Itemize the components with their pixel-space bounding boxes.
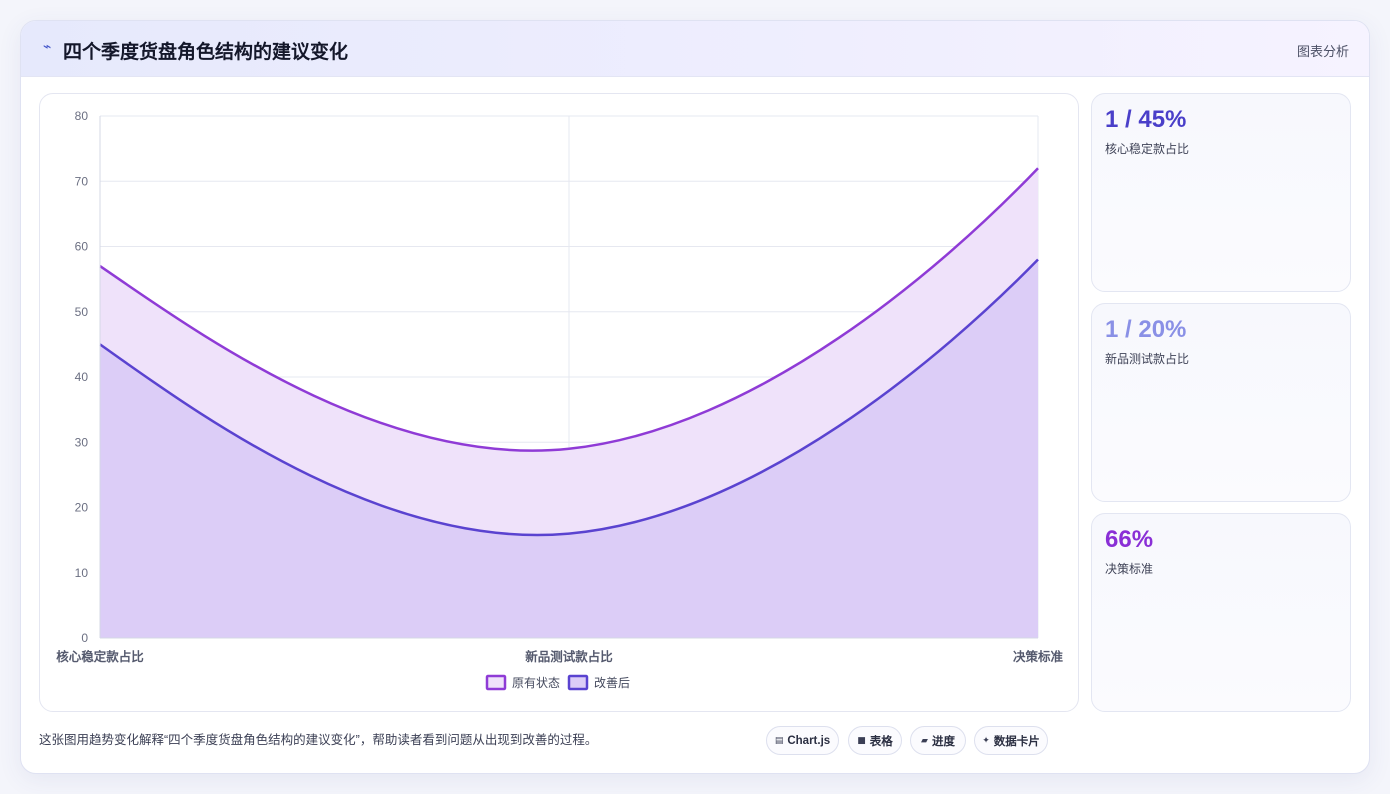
chip-chartjs[interactable]: ▤ Chart.js	[766, 726, 839, 755]
chart-description: 这张图用趋势变化解释“四个季度货盘角色结构的建议变化”，帮助读者看到问题从出现到…	[39, 733, 598, 747]
y-tick-label: 40	[75, 370, 89, 384]
y-tick-label: 70	[75, 174, 89, 188]
chart-analysis-tag: 图表分析	[1296, 44, 1349, 59]
chart-icon: ▤	[774, 735, 784, 746]
table-icon: ■	[857, 735, 866, 746]
chip-label: Chart.js	[787, 734, 831, 747]
x-tick-label: 新品测试款占比	[525, 649, 613, 664]
y-tick-label: 20	[75, 501, 89, 515]
stat-card-decision: 66% 决策标准	[1091, 513, 1351, 712]
chip-label: 进度	[931, 735, 955, 748]
stat-value: 1 / 20%	[1105, 316, 1187, 343]
panel-header: ⌁ 四个季度货盘角色结构的建议变化 图表分析	[21, 21, 1369, 77]
y-tick-label: 10	[75, 566, 89, 580]
stat-card-core-stable: 1 / 45% 核心稳定款占比	[1091, 93, 1351, 292]
stat-label: 核心稳定款占比	[1105, 142, 1190, 156]
chip-data-card[interactable]: ✦ 数据卡片	[974, 726, 1048, 755]
legend-swatch	[485, 674, 507, 691]
x-tick-label: 决策标准	[1013, 649, 1064, 664]
series-line	[99, 258, 1039, 537]
sparkle-icon: ✦	[982, 735, 990, 746]
legend-label: 改善后	[594, 675, 630, 690]
y-tick-label: 50	[75, 305, 89, 319]
page-title: 四个季度货盘角色结构的建议变化	[63, 42, 349, 63]
stat-value: 66%	[1105, 526, 1154, 553]
y-tick-label: 80	[75, 109, 89, 123]
x-tick-label: 核心稳定款占比	[56, 649, 144, 664]
chip-table[interactable]: ■ 表格	[848, 726, 902, 755]
legend-label: 原有状态	[512, 676, 560, 690]
chip-progress[interactable]: ▰ 进度	[910, 726, 966, 755]
y-tick-label: 30	[75, 435, 89, 449]
stat-value: 1 / 45%	[1105, 106, 1187, 133]
legend-swatch	[567, 674, 589, 691]
y-tick-label: 0	[81, 631, 88, 645]
stat-card-new-test: 1 / 20% 新品测试款占比	[1091, 303, 1351, 502]
series-area	[100, 259, 1038, 638]
stat-label: 新品测试款占比	[1105, 352, 1190, 366]
stat-label: 决策标准	[1105, 562, 1154, 576]
progress-icon: ▰	[921, 735, 928, 746]
chip-label: 表格	[869, 735, 893, 748]
series-line	[99, 167, 1039, 452]
chart-card: 0 10 20 30 40 50 60 70 80 核心稳定款占比 新品测试款占比 决策标准原有状态 改…	[39, 93, 1079, 712]
chart-panel: ⌁ 四个季度货盘角色结构的建议变化 图表分析 0 10 20 30 40 50 60 70 80…	[20, 20, 1370, 774]
y-tick-label: 60	[75, 240, 89, 254]
chart-line-icon: ⌁	[43, 39, 52, 55]
chip-label: 数据卡片	[993, 735, 1040, 748]
